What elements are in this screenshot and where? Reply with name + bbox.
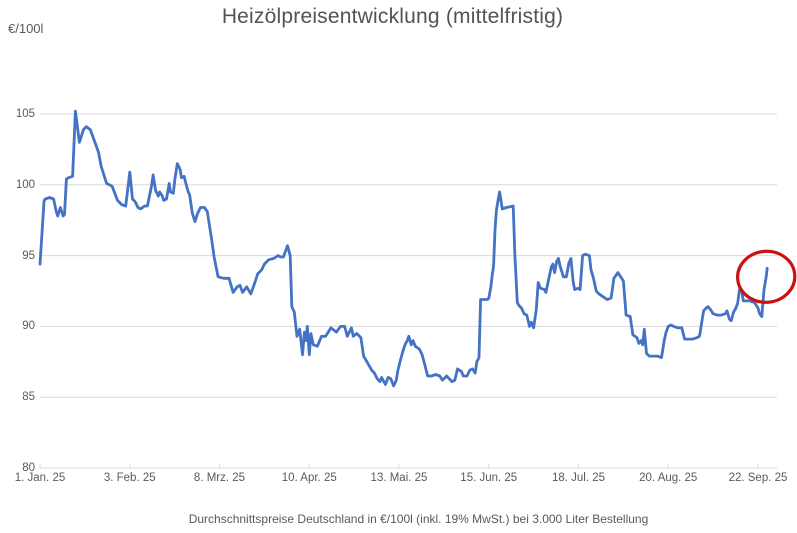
price-series-line	[38, 109, 769, 388]
chart-title: Heizölpreisentwicklung (mittelfristig)	[221, 5, 564, 28]
x-tick-label: 1. Jan. 25	[14, 472, 66, 484]
y-tick-label: 80	[22, 462, 35, 474]
highlight-ellipse	[736, 249, 797, 304]
x-tick-label: 13. Mai. 25	[370, 472, 428, 484]
x-tick-label: 3. Feb. 25	[103, 472, 156, 484]
chart-footnote: Durchschnittspreise Deutschland in €/100…	[188, 512, 649, 526]
y-axis-unit-label: €/100l	[8, 21, 44, 36]
x-tick-label: 15. Jun. 25	[460, 472, 518, 484]
gridlines	[40, 113, 777, 469]
x-tick-label: 10. Apr. 25	[281, 472, 337, 484]
x-tick-label: 20. Aug. 25	[639, 472, 698, 484]
y-tick-label: 100	[15, 178, 35, 191]
x-tick-label: 18. Jul. 25	[551, 472, 606, 484]
x-tick-label: 8. Mrz. 25	[193, 472, 246, 484]
y-tick-label: 95	[22, 249, 35, 262]
y-tick-label: 105	[15, 108, 35, 120]
x-axis	[39, 464, 759, 468]
y-tick-label: 85	[22, 391, 35, 404]
x-tick-label: 22. Sep. 25	[728, 472, 788, 484]
y-tick-label: 90	[22, 320, 35, 333]
